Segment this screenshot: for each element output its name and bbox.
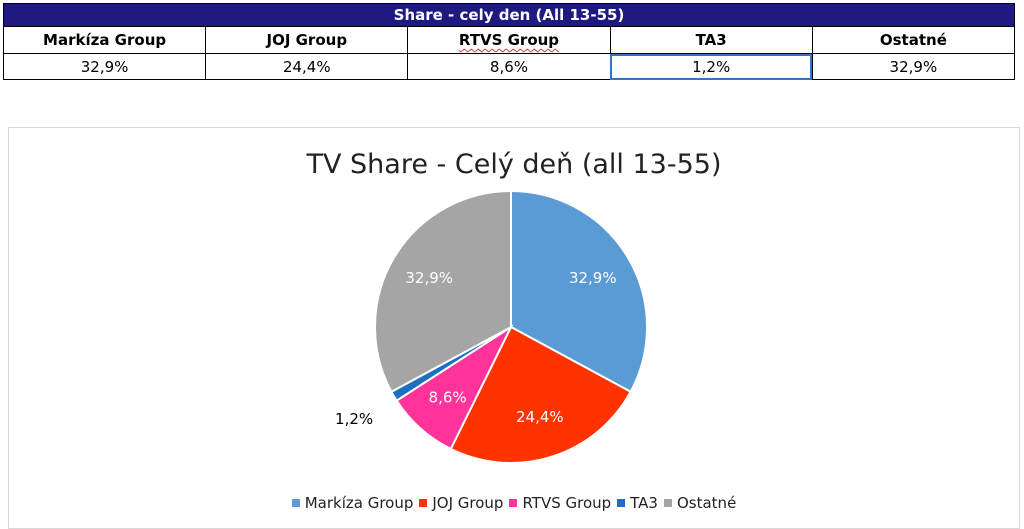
legend-item-rtvs[interactable]: RTVS Group [509,494,611,512]
legend-swatch-markiza [291,499,300,507]
chart-area[interactable]: TV Share - Celý deň (all 13-55) 32,9% 24,… [8,127,1020,529]
cell-markiza[interactable]: 32,9% [2,53,207,80]
cell-joj[interactable]: 24,4% [205,53,409,80]
table-row: 32,9% 24,4% 8,6% 1,2% 32,9% [2,53,1016,80]
legend-swatch-ostatne [663,499,672,507]
legend-label-joj: JOJ Group [432,494,504,512]
pie-slice-joj[interactable] [449,325,632,464]
table-header-row: Markíza Group JOJ Group RTVS Group TA3 O… [2,26,1016,54]
legend-swatch-ta3 [617,499,626,507]
cell-ostatne[interactable]: 32,9% [811,53,1016,80]
chart-title: TV Share - Celý deň (all 13-55) [306,149,722,180]
legend-item-ta3[interactable]: TA3 [617,494,658,512]
pie-slice-markiza[interactable] [510,189,648,394]
header-joj[interactable]: JOJ Group [205,26,409,54]
legend-swatch-joj [419,499,428,507]
pie-slice-ostatne[interactable] [374,189,512,394]
header-markiza[interactable]: Markíza Group [2,26,207,54]
share-table: Share - cely den (All 13-55) Markíza Gro… [2,3,1016,80]
chart-legend: Markíza Group JOJ Group RTVS Group TA3 Ostat… [9,494,1019,512]
data-label-markiza: 32,9% [569,269,617,287]
legend-label-markiza: Markíza Group [304,494,414,512]
header-ta3[interactable]: TA3 [609,26,813,54]
legend-item-markiza[interactable]: Markíza Group [291,494,414,512]
legend-label-ostatne: Ostatné [676,494,737,512]
legend-swatch-rtvs [509,499,518,507]
cell-ta3-selected[interactable]: 1,2% [609,53,813,80]
table-title: Share - cely den (All 13-55) [3,3,1015,27]
legend-label-ta3: TA3 [630,494,658,512]
header-rtvs-text: RTVS Group [458,31,560,49]
legend-item-joj[interactable]: JOJ Group [419,494,503,512]
legend-item-ostatne[interactable]: Ostatné [663,494,737,512]
data-label-rtvs: 8,6% [429,389,467,407]
data-label-ostatne: 32,9% [405,269,453,287]
header-rtvs[interactable]: RTVS Group [407,26,611,54]
data-label-joj: 24,4% [516,408,564,426]
pie-chart[interactable]: 32,9% 24,4% 8,6% 1,2% 32,9% [9,128,1019,528]
cell-rtvs[interactable]: 8,6% [407,53,611,80]
data-label-ta3: 1,2% [335,410,373,428]
legend-label-rtvs: RTVS Group [522,494,612,512]
header-ostatne[interactable]: Ostatné [811,26,1016,54]
